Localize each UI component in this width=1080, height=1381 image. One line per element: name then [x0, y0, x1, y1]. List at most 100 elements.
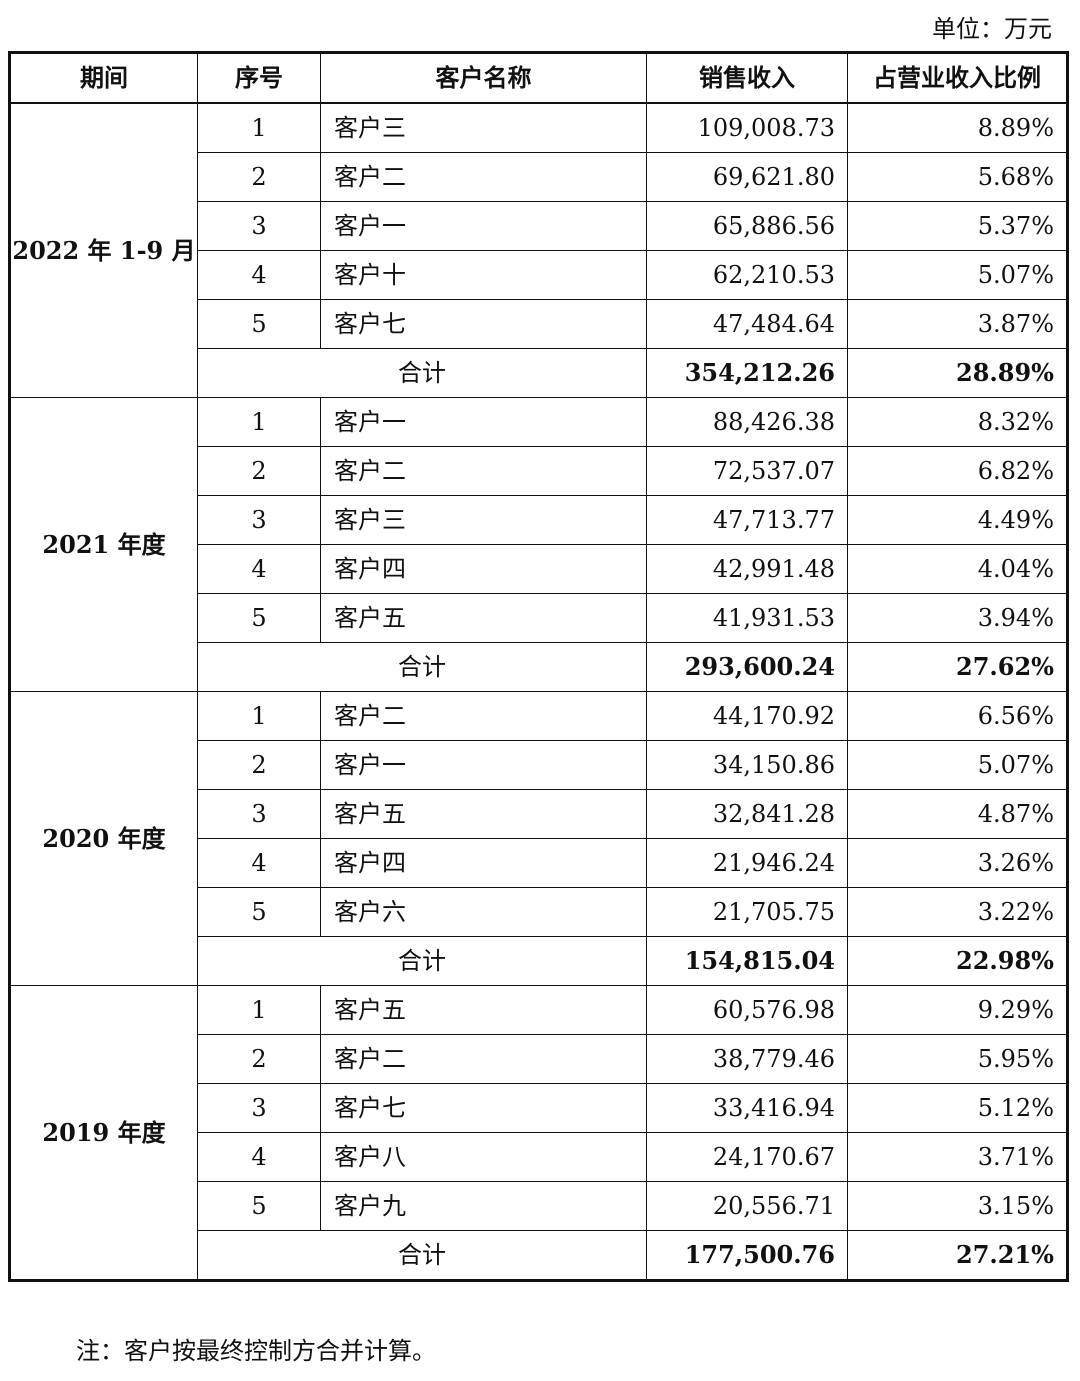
customer-name-cell: 客户八: [320, 1132, 647, 1182]
revenue-cell: 41,931.53: [646, 593, 848, 643]
period-cell: 2021 年度: [9, 397, 198, 692]
customer-sales-table: 期间 序号 客户名称 销售收入 占营业收入比例 2022 年 1-9 月 1 客户三…: [8, 51, 1069, 1282]
seq-cell: 4: [197, 838, 321, 888]
unit-label: 单位：万元: [932, 15, 1052, 43]
ratio-cell: 4.49%: [847, 495, 1068, 545]
ratio-cell: 3.87%: [847, 299, 1068, 349]
customer-name-cell: 客户三: [320, 102, 647, 153]
customer-name-cell: 客户四: [320, 838, 647, 888]
period-cell: 2020 年度: [9, 691, 198, 986]
total-ratio-cell: 28.89%: [847, 348, 1068, 398]
seq-cell: 2: [197, 740, 321, 790]
table-row: 2020 年度 1 客户二 44,170.92 6.56%: [9, 691, 1068, 986]
revenue-cell: 38,779.46: [646, 1034, 848, 1084]
ratio-cell: 3.71%: [847, 1132, 1068, 1182]
ratio-cell: 6.56%: [847, 691, 1068, 741]
customer-name-cell: 客户九: [320, 1181, 647, 1231]
ratio-cell: 4.87%: [847, 789, 1068, 839]
seq-cell: 2: [197, 446, 321, 496]
ratio-cell: 5.07%: [847, 250, 1068, 300]
revenue-cell: 47,484.64: [646, 299, 848, 349]
seq-cell: 1: [197, 102, 321, 153]
table-row: 2 客户一 34,150.86 5.07%: [10, 740, 1068, 790]
table-row: 2019 年度 1 客户五 60,576.98 9.29%: [9, 985, 1068, 1281]
period-cell: 2019 年度: [9, 985, 198, 1281]
total-ratio-cell: 27.62%: [847, 642, 1068, 692]
revenue-cell: 24,170.67: [646, 1132, 848, 1182]
customer-name-cell: 客户六: [320, 887, 647, 937]
header-revenue: 销售收入: [646, 52, 848, 104]
ratio-cell: 8.89%: [847, 102, 1068, 153]
seq-cell: 1: [197, 691, 321, 741]
seq-cell: 5: [197, 887, 321, 937]
revenue-cell: 33,416.94: [646, 1083, 848, 1133]
revenue-cell: 65,886.56: [646, 201, 848, 251]
total-row: 合计 177,500.76 27.21%: [10, 1230, 1068, 1281]
ratio-cell: 8.32%: [847, 397, 1068, 447]
ratio-cell: 5.95%: [847, 1034, 1068, 1084]
period-cell: 2022 年 1-9 月: [9, 102, 198, 398]
customer-name-cell: 客户三: [320, 495, 647, 545]
customer-name-cell: 客户七: [320, 1083, 647, 1133]
total-label: 合计: [197, 1230, 647, 1281]
customer-name-cell: 客户七: [320, 299, 647, 349]
customer-name-cell: 客户二: [320, 691, 647, 741]
revenue-cell: 34,150.86: [646, 740, 848, 790]
total-ratio-cell: 27.21%: [847, 1230, 1068, 1281]
table-row: 2021 年度 1 客户一 88,426.38 8.32%: [9, 397, 1068, 692]
seq-cell: 1: [197, 397, 321, 447]
table-row: 5 客户五 41,931.53 3.94%: [10, 593, 1068, 643]
header-customer-name: 客户名称: [320, 52, 647, 104]
revenue-cell: 88,426.38: [646, 397, 848, 447]
total-revenue-cell: 293,600.24: [646, 642, 848, 692]
footnote: 注：客户按最终控制方合并计算。: [76, 1337, 436, 1365]
total-revenue-cell: 177,500.76: [646, 1230, 848, 1281]
seq-cell: 5: [197, 1181, 321, 1231]
seq-cell: 1: [197, 985, 321, 1035]
ratio-cell: 3.26%: [847, 838, 1068, 888]
table-row: 2022 年 1-9 月 1 客户三 109,008.73 8.89%: [9, 102, 1068, 398]
total-revenue-cell: 354,212.26: [646, 348, 848, 398]
revenue-cell: 44,170.92: [646, 691, 848, 741]
ratio-cell: 5.68%: [847, 152, 1068, 202]
revenue-cell: 109,008.73: [646, 102, 848, 153]
revenue-cell: 21,705.75: [646, 887, 848, 937]
table-row: 3 客户五 32,841.28 4.87%: [10, 789, 1068, 839]
revenue-cell: 72,537.07: [646, 446, 848, 496]
ratio-cell: 6.82%: [847, 446, 1068, 496]
seq-cell: 4: [197, 544, 321, 594]
customer-name-cell: 客户十: [320, 250, 647, 300]
ratio-cell: 5.12%: [847, 1083, 1068, 1133]
seq-cell: 3: [197, 1083, 321, 1133]
table-row: 4 客户四 21,946.24 3.26%: [10, 838, 1068, 888]
table-row: 3 客户一 65,886.56 5.37%: [10, 201, 1068, 251]
revenue-cell: 42,991.48: [646, 544, 848, 594]
total-ratio-cell: 22.98%: [847, 936, 1068, 986]
total-row: 合计 154,815.04 22.98%: [10, 936, 1068, 986]
customer-name-cell: 客户二: [320, 152, 647, 202]
header-row: 期间 序号 客户名称 销售收入 占营业收入比例: [9, 52, 1068, 104]
ratio-cell: 5.07%: [847, 740, 1068, 790]
seq-cell: 3: [197, 495, 321, 545]
customer-name-cell: 客户二: [320, 1034, 647, 1084]
customer-name-cell: 客户一: [320, 740, 647, 790]
table-row: 4 客户十 62,210.53 5.07%: [10, 250, 1068, 300]
header-ratio: 占营业收入比例: [847, 52, 1068, 104]
seq-cell: 2: [197, 1034, 321, 1084]
seq-cell: 4: [197, 1132, 321, 1182]
revenue-cell: 20,556.71: [646, 1181, 848, 1231]
seq-cell: 5: [197, 593, 321, 643]
customer-name-cell: 客户五: [320, 593, 647, 643]
revenue-cell: 32,841.28: [646, 789, 848, 839]
revenue-cell: 60,576.98: [646, 985, 848, 1035]
customer-name-cell: 客户四: [320, 544, 647, 594]
customer-name-cell: 客户一: [320, 201, 647, 251]
table-body: 2022 年 1-9 月 1 客户三 109,008.73 8.89% 2 客户二 69,62…: [9, 102, 1068, 1281]
revenue-cell: 21,946.24: [646, 838, 848, 888]
table-row: 2 客户二 38,779.46 5.95%: [10, 1034, 1068, 1084]
ratio-cell: 3.15%: [847, 1181, 1068, 1231]
total-label: 合计: [197, 642, 647, 692]
customer-name-cell: 客户一: [320, 397, 647, 447]
table-row: 5 客户六 21,705.75 3.22%: [10, 887, 1068, 937]
ratio-cell: 4.04%: [847, 544, 1068, 594]
